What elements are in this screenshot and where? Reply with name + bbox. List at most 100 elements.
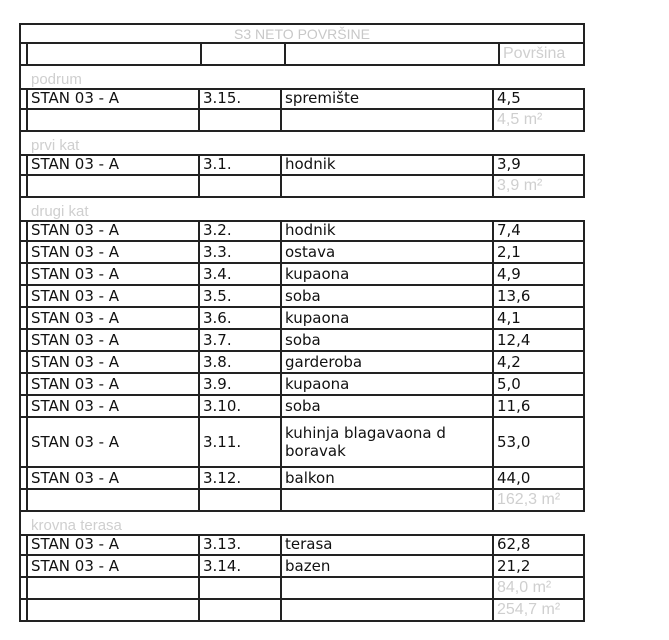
area: 12,4 (497, 331, 531, 349)
table-row: STAN 03 - A 3.1. hodnik 3,9 (21, 154, 585, 176)
room-name: soba (282, 330, 494, 350)
area: 84,0 m² (497, 579, 552, 596)
row-marker (21, 536, 28, 554)
table-row: STAN 03 - A 3.8. garderoba 4,2 (21, 352, 585, 374)
section-label: drugi kat (31, 203, 89, 220)
room-number (200, 600, 282, 620)
subtotal-row: 162,3 m² (21, 490, 585, 512)
apartment: STAN 03 - A (28, 264, 200, 284)
row-marker (21, 490, 28, 510)
area: 7,4 (497, 221, 521, 239)
room-number: 3.15. (200, 89, 282, 108)
area-header: Površina (503, 45, 566, 62)
room-number: 3.7. (200, 330, 282, 350)
apartment: STAN 03 - A (28, 308, 200, 328)
room-number: 3.14. (200, 556, 282, 576)
area: 4,9 (497, 265, 521, 283)
room-number (200, 578, 282, 598)
row-marker (21, 264, 28, 284)
room-number (200, 490, 282, 510)
area: 4,5 (497, 89, 521, 107)
room-number (200, 110, 282, 130)
row-marker (21, 418, 28, 466)
room-number: 3.2. (200, 221, 282, 240)
room-name (282, 578, 494, 598)
table-row: STAN 03 - A 3.4. kupaona 4,9 (21, 264, 585, 286)
room-name: ostava (282, 242, 494, 262)
total-row: 254,7 m² (21, 600, 585, 622)
section-label: podrum (31, 71, 82, 88)
row-marker (21, 556, 28, 576)
header-row: Površina (21, 44, 585, 66)
room-number: 3.5. (200, 286, 282, 306)
area: 62,8 (497, 535, 531, 553)
room-name (282, 110, 494, 130)
room-name: garderoba (282, 352, 494, 372)
room-name: kuhinja blagavaona d boravak (282, 418, 494, 466)
table-row: STAN 03 - A 3.10. soba 11,6 (21, 396, 585, 418)
room-name: hodnik (282, 155, 494, 174)
room-number: 3.12. (200, 468, 282, 488)
row-marker (21, 176, 28, 196)
apartment: STAN 03 - A (28, 556, 200, 576)
row-marker (21, 286, 28, 306)
section-label: krovna terasa (31, 517, 122, 534)
room-name: kupaona (282, 264, 494, 284)
table-row: STAN 03 - A 3.13. terasa 62,8 (21, 534, 585, 556)
room-name: spremište (282, 89, 494, 108)
apartment (28, 490, 200, 510)
room-name: soba (282, 286, 494, 306)
apartment: STAN 03 - A (28, 396, 200, 416)
row-marker (21, 468, 28, 488)
table-row: STAN 03 - A 3.11. kuhinja blagavaona d bor… (21, 418, 585, 468)
area: 53,0 (497, 432, 531, 451)
room-name (282, 600, 494, 620)
table-row: STAN 03 - A 3.2. hodnik 7,4 (21, 220, 585, 242)
area: 2,1 (497, 243, 521, 261)
room-number (200, 176, 282, 196)
apartment: STAN 03 - A (28, 242, 200, 262)
area: 13,6 (497, 287, 531, 305)
net-area-table: S3 NETO POVRŠINE Površina podrum STAN 03 … (19, 23, 585, 622)
room-number: 3.4. (200, 264, 282, 284)
area: 3,9 m² (497, 177, 543, 194)
area: 4,2 (497, 353, 521, 371)
apartment (28, 600, 200, 620)
apartment: STAN 03 - A (28, 330, 200, 350)
area: 3,9 (497, 155, 521, 173)
table-row: STAN 03 - A 3.14. bazen 21,2 (21, 556, 585, 578)
room-number: 3.1. (200, 155, 282, 174)
area: 11,6 (497, 397, 531, 415)
area: 4,5 m² (497, 111, 543, 128)
apartment (28, 578, 200, 598)
row-marker (21, 308, 28, 328)
room-name: kupaona (282, 374, 494, 394)
room-name (282, 490, 494, 510)
apartment: STAN 03 - A (28, 352, 200, 372)
room-name: hodnik (282, 221, 494, 240)
room-number: 3.3. (200, 242, 282, 262)
room-name: soba (282, 396, 494, 416)
table-row: STAN 03 - A 3.6. kupaona 4,1 (21, 308, 585, 330)
apartment: STAN 03 - A (28, 418, 200, 466)
row-marker (21, 600, 28, 620)
apartment: STAN 03 - A (28, 374, 200, 394)
subtotal-row: 84,0 m² (21, 578, 585, 600)
room-name: bazen (282, 556, 494, 576)
apartment: STAN 03 - A (28, 535, 200, 554)
room-number: 3.6. (200, 308, 282, 328)
apartment (28, 110, 200, 130)
table-row: STAN 03 - A 3.15. spremište 4,5 (21, 88, 585, 110)
row-marker (21, 396, 28, 416)
subtotal-row: 3,9 m² (21, 176, 585, 198)
room-number: 3.13. (200, 535, 282, 554)
room-name: balkon (282, 468, 494, 488)
apartment: STAN 03 - A (28, 155, 200, 174)
row-marker (21, 242, 28, 262)
room-number: 3.8. (200, 352, 282, 372)
subtotal-row: 4,5 m² (21, 110, 585, 132)
area: 162,3 m² (497, 491, 561, 508)
area: 5,0 (497, 375, 521, 393)
row-marker (21, 90, 28, 108)
table-row: STAN 03 - A 3.7. soba 12,4 (21, 330, 585, 352)
